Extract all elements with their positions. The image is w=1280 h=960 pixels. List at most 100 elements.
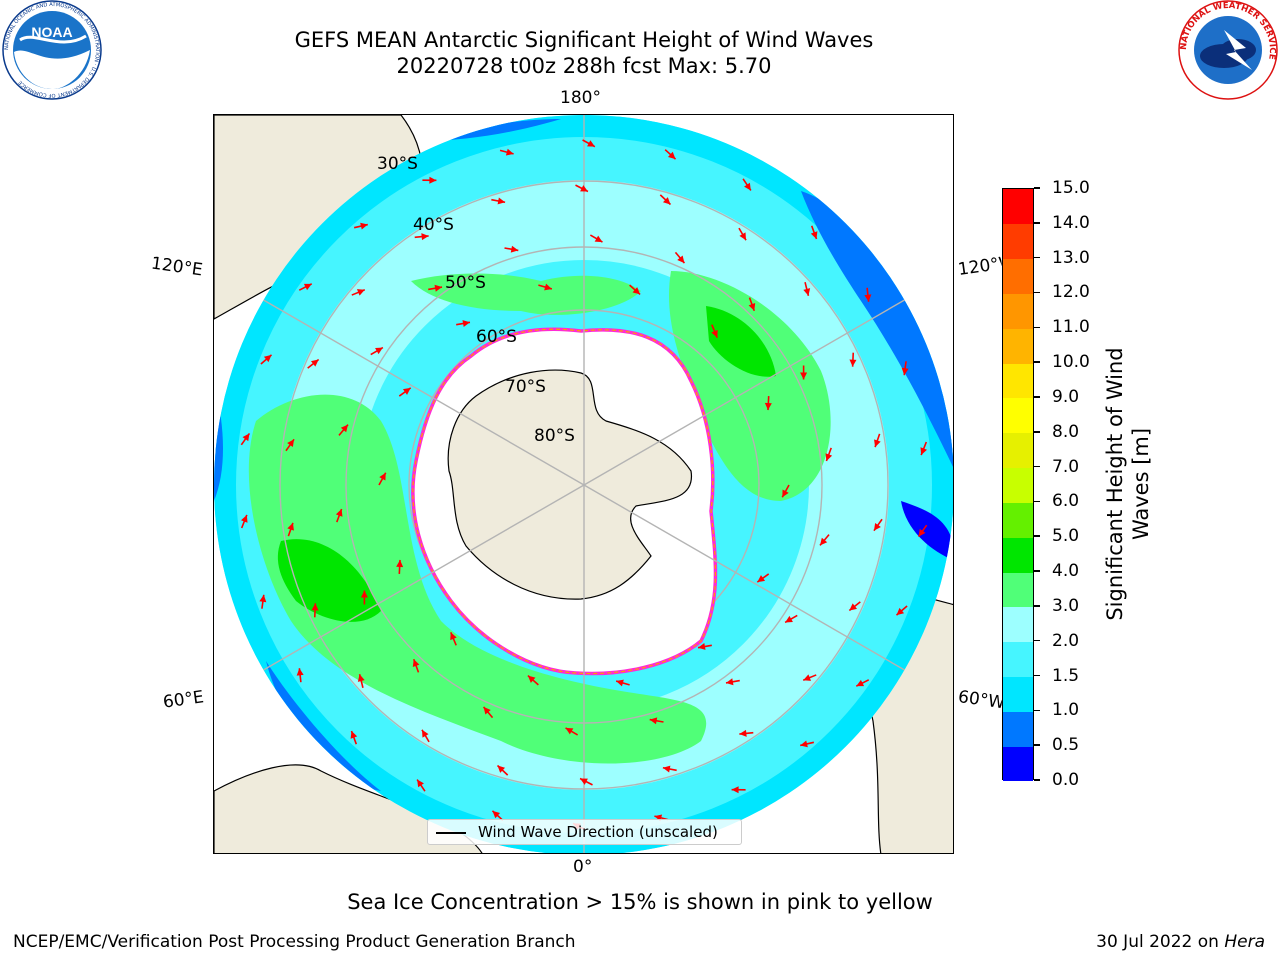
colorbar-tick — [1034, 535, 1040, 537]
wave-direction-arrowhead — [856, 679, 865, 687]
wave-direction-arrowhead — [649, 717, 658, 725]
map-panel: 30°S 40°S 50°S 60°S 70°S 80°S — [213, 114, 954, 854]
wave-direction-arrowhead — [757, 575, 766, 583]
lon-label-120w: 120°W — [956, 254, 1004, 280]
colorbar-tick-label: 14.0 — [1052, 212, 1090, 233]
colorbar-segment — [1003, 397, 1033, 434]
wave-direction-arrowhead — [594, 235, 603, 243]
wave-direction-arrowhead — [580, 185, 588, 192]
wave-direction-arrowhead — [396, 559, 404, 568]
colorbar-tick — [1034, 570, 1040, 572]
wave-direction-arrowhead — [375, 347, 383, 355]
wave-direction-arrowhead — [360, 222, 368, 230]
latitude-labels: 30°S 40°S 50°S 60°S 70°S 80°S — [377, 154, 575, 446]
wave-direction-arrowhead — [810, 231, 818, 239]
wave-direction-arrowhead — [450, 632, 457, 641]
colorbar-segment — [1003, 189, 1033, 225]
lat-label-80s: 80°S — [534, 426, 575, 446]
colorbar-segment — [1003, 502, 1033, 538]
colorbar-tick — [1034, 222, 1040, 224]
wave-direction-arrowhead — [429, 176, 437, 184]
lat-label-70s: 70°S — [505, 377, 546, 397]
colorbar-segment — [1003, 432, 1033, 469]
colorbar-tick-label: 9.0 — [1052, 386, 1080, 407]
wave-direction-arrowhead — [357, 674, 365, 682]
lon-label-180: 180° — [560, 88, 601, 108]
lon-label-0: 0° — [573, 857, 593, 877]
polar-map: 30°S 40°S 50°S 60°S 70°S 80°S — [214, 115, 953, 853]
colorbar-tick — [1034, 605, 1040, 607]
wave-direction-arrowhead — [287, 439, 295, 448]
colorbar-tick-label: 11.0 — [1052, 317, 1090, 338]
colorbar-title-line1: Significant Height of Wind — [1103, 347, 1127, 621]
lat-label-30s: 30°S — [377, 154, 418, 174]
colorbar-segment — [1003, 711, 1033, 747]
wave-direction-arrowhead — [800, 372, 808, 380]
colorbar-tick — [1034, 500, 1040, 503]
colorbar-segment — [1003, 606, 1033, 643]
noaa-logo-text: NOAA — [31, 24, 72, 40]
wave-direction-arrowhead — [505, 148, 514, 156]
wave-direction-arrowhead — [748, 303, 756, 311]
wave-direction-arrowhead — [311, 603, 319, 611]
footer-host: Hera — [1224, 932, 1265, 952]
colorbar-tick-label: 8.0 — [1052, 421, 1080, 442]
colorbar-segment — [1003, 746, 1033, 782]
colorbar-segment — [1003, 223, 1033, 260]
colorbar-tick — [1034, 465, 1040, 468]
colorbar-tick-label: 4.0 — [1052, 561, 1080, 582]
wave-direction-arrowhead — [874, 439, 881, 448]
wave-direction-arrowhead — [662, 765, 671, 773]
wave-direction-arrowhead — [335, 508, 343, 517]
wave-direction-arrowhead — [412, 659, 420, 667]
map-legend: Wind Wave Direction (unscaled) — [427, 819, 742, 845]
nws-logo: NATIONAL WEATHER SERVICE — [1178, 0, 1278, 100]
wave-direction-arrowhead — [782, 489, 789, 498]
colorbar-segment — [1003, 572, 1033, 608]
colorbar-tick-label: 0.5 — [1052, 735, 1080, 756]
wave-direction-arrowhead — [725, 678, 734, 686]
wave-direction-arrowhead — [497, 765, 506, 773]
footer-date: 30 Jul 2022 on Hera — [1096, 932, 1265, 952]
wave-direction-arrowhead — [731, 786, 739, 794]
colorbar-tick-label: 15.0 — [1052, 178, 1090, 198]
wave-direction-arrowhead — [739, 729, 747, 737]
wave-direction-arrowhead — [800, 740, 808, 748]
colorbar-tick-label: 5.0 — [1052, 526, 1080, 547]
legend-line-swatch — [436, 832, 466, 834]
wave-direction-arrowhead — [580, 778, 588, 785]
sea-ice-note: Sea Ice Concentration > 15% is shown in … — [347, 890, 933, 914]
wave-direction-arrowhead — [825, 453, 833, 462]
colorbar-tick — [1034, 291, 1040, 294]
wave-direction-arrowhead — [483, 706, 491, 715]
wave-direction-arrowhead — [421, 233, 429, 241]
lat-label-40s: 40°S — [413, 215, 454, 235]
colorbar-segment — [1003, 328, 1033, 364]
wave-direction-arrowhead — [350, 731, 358, 739]
wave-direction-arrowhead — [864, 294, 872, 302]
wave-direction-arrowhead — [497, 197, 506, 205]
wave-direction-arrowhead — [739, 232, 747, 241]
wave-direction-arrowhead — [803, 288, 811, 296]
wave-direction-arrowhead — [303, 283, 312, 291]
wave-direction-arrowhead — [698, 643, 706, 650]
wave-direction-arrowhead — [711, 329, 718, 338]
wave-direction-arrowhead — [849, 359, 857, 367]
wave-direction-arrowhead — [918, 528, 926, 537]
wave-direction-arrowhead — [803, 674, 812, 681]
colorbar-segment — [1003, 641, 1033, 678]
lon-label-60w: 60°W — [956, 687, 1004, 713]
footer-branch: NCEP/EMC/Verification Post Processing Pr… — [13, 932, 576, 952]
wave-direction-arrowhead — [677, 255, 685, 264]
wave-direction-arrowhead — [259, 594, 267, 603]
wave-direction-arrowhead — [360, 590, 368, 598]
colorbar — [1002, 188, 1034, 782]
wave-direction-arrowhead — [565, 727, 574, 735]
colorbar-tick-label: 1.5 — [1052, 665, 1080, 686]
wave-direction-arrowhead — [240, 514, 248, 523]
colorbar-segment — [1003, 363, 1033, 399]
wave-direction-arrowhead — [849, 603, 858, 611]
colorbar-tick-label: 2.0 — [1052, 630, 1080, 651]
wave-direction-arrowhead — [819, 537, 828, 546]
colorbar-title-line2: Waves [m] — [1129, 427, 1153, 541]
